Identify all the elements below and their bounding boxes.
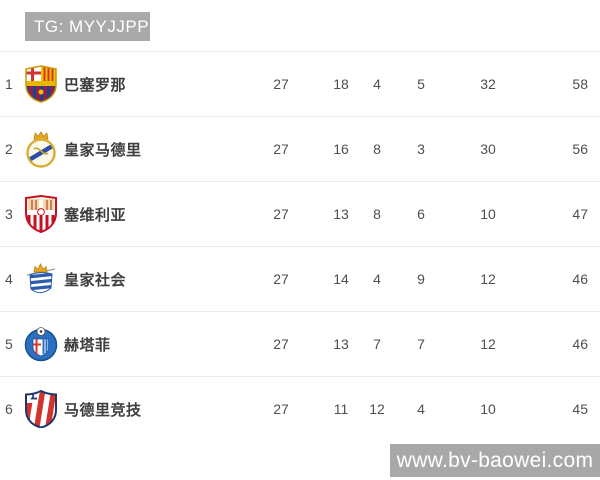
points-value: 45 [572,401,588,417]
site-watermark: www.bv-baowei.com [390,444,600,477]
draw-value: 4 [373,271,381,287]
sevilla-crest-icon [24,194,58,234]
played-value: 27 [273,141,289,157]
draw-value: 8 [373,141,381,157]
team-name: 马德里竞技 [64,401,142,419]
rank-label: 6 [5,401,13,417]
table-row[interactable]: 6 马德里竞技 27 11 12 4 10 [0,376,600,441]
loss-value: 4 [417,401,425,417]
goal-diff-value: 12 [480,271,496,287]
played-value: 27 [273,76,289,92]
loss-value: 6 [417,206,425,222]
points-value: 46 [572,336,588,352]
played-value: 27 [273,401,289,417]
played-value: 27 [273,206,289,222]
team-name: 塞维利亚 [64,206,127,224]
draw-value: 8 [373,206,381,222]
atletico-madrid-crest-icon [24,389,58,429]
points-value: 58 [572,76,588,92]
win-value: 14 [333,271,349,287]
goal-diff-value: 12 [480,336,496,352]
points-value: 47 [572,206,588,222]
getafe-crest-icon [24,326,58,362]
goal-diff-value: 32 [480,76,496,92]
table-row[interactable]: 2 皇家马德里 27 16 8 3 30 56 [0,116,600,181]
loss-value: 7 [417,336,425,352]
draw-value: 7 [373,336,381,352]
real-madrid-crest-icon [24,130,58,168]
win-value: 16 [333,141,349,157]
team-name: 皇家社会 [64,271,127,289]
goal-diff-value: 30 [480,141,496,157]
loss-value: 3 [417,141,425,157]
team-name: 皇家马德里 [64,141,142,159]
rank-label: 4 [5,271,13,287]
rank-label: 5 [5,336,13,352]
standings-table: 1 巴塞罗那 27 18 4 5 32 58 [0,51,600,441]
table-row[interactable]: 5 赫塔菲 27 13 7 7 12 46 [0,311,600,376]
team-name: 赫塔菲 [64,336,111,354]
win-value: 18 [333,76,349,92]
win-value: 11 [333,401,349,417]
rank-label: 1 [5,76,13,92]
loss-value: 5 [417,76,425,92]
draw-value: 4 [373,76,381,92]
goal-diff-value: 10 [480,206,496,222]
played-value: 27 [273,336,289,352]
points-value: 56 [572,141,588,157]
played-value: 27 [273,271,289,287]
goal-diff-value: 10 [480,401,496,417]
draw-value: 12 [369,401,385,417]
tg-badge: TG: MYYJJPP [25,12,150,41]
table-row[interactable]: 3 塞维利亚 27 13 8 6 10 47 [0,181,600,246]
loss-value: 9 [417,271,425,287]
table-row[interactable]: 1 巴塞罗那 27 18 4 5 32 58 [0,51,600,116]
barcelona-crest-icon [24,65,58,103]
win-value: 13 [333,206,349,222]
win-value: 13 [333,336,349,352]
rank-label: 3 [5,206,13,222]
points-value: 46 [572,271,588,287]
table-row[interactable]: 4 皇家社会 27 14 4 9 12 46 [0,246,600,311]
team-name: 巴塞罗那 [64,76,127,94]
real-sociedad-crest-icon [24,260,58,298]
rank-label: 2 [5,141,13,157]
